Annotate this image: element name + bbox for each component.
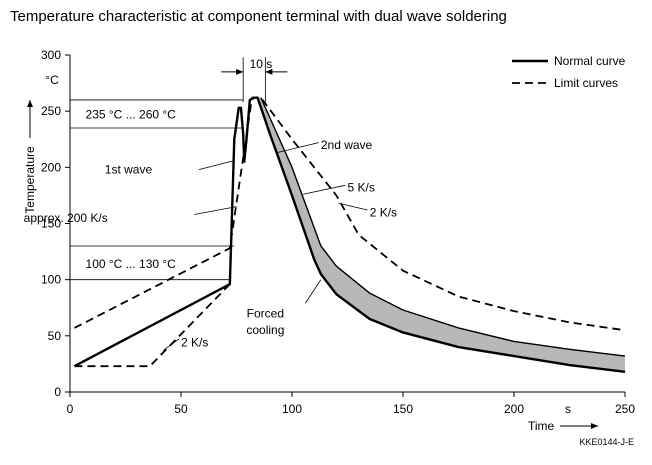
x-tick-label-50: 50 bbox=[174, 402, 188, 416]
annotation-2nd-wave: 2nd wave bbox=[321, 138, 373, 152]
cooling-band-fill bbox=[257, 97, 625, 372]
annotation-cooling: cooling bbox=[246, 323, 284, 337]
annotation-2ks-upper: 2 K/s bbox=[370, 205, 397, 219]
y-tick-label-250: 250 bbox=[41, 104, 61, 118]
annotation-200ks: approx. 200 K/s bbox=[24, 211, 108, 225]
leader-2ks-lower bbox=[163, 338, 180, 351]
x-tick-label-150: 150 bbox=[393, 402, 413, 416]
annotation-2ks-lower: 2 K/s bbox=[181, 336, 208, 350]
y-tick-label-50: 50 bbox=[48, 329, 62, 343]
x-tick-label-200: 200 bbox=[504, 402, 524, 416]
leader-1st-wave bbox=[198, 160, 235, 170]
annotation-5ks: 5 K/s bbox=[348, 181, 375, 195]
boundary-5ks-line bbox=[260, 97, 626, 357]
x-tick-label-250: 250 bbox=[615, 402, 635, 416]
legend-limit-label: Limit curves bbox=[554, 76, 618, 90]
x-tick-label-0: 0 bbox=[67, 402, 74, 416]
y-axis-unit: °C bbox=[45, 73, 59, 87]
y-tick-label-150: 150 bbox=[41, 217, 61, 231]
y-tick-label-300: 300 bbox=[41, 48, 61, 62]
y-tick-label-200: 200 bbox=[41, 160, 61, 174]
x-axis-label: Time bbox=[528, 419, 555, 433]
annotation-235-260: 235 °C ... 260 °C bbox=[86, 108, 177, 122]
leader-5ks bbox=[303, 184, 346, 195]
x-axis-unit: s bbox=[565, 402, 571, 416]
annotation-10s: 10 s bbox=[250, 57, 273, 71]
leader-forced bbox=[304, 279, 322, 304]
leader-2nd-wave bbox=[276, 142, 319, 154]
figure-code: KKE0144-J-E bbox=[579, 437, 634, 447]
y-tick-label-100: 100 bbox=[41, 273, 61, 287]
annotation-100-130: 100 °C ... 130 °C bbox=[86, 257, 177, 271]
y-axis-label: Temperature bbox=[23, 146, 37, 214]
annotation-forced: Forced bbox=[247, 306, 284, 320]
y-tick-label-0: 0 bbox=[54, 385, 61, 399]
leader-200ks bbox=[194, 206, 237, 215]
limit-curve-upper-line bbox=[74, 96, 626, 332]
x-tick-label-100: 100 bbox=[282, 402, 302, 416]
chart-title: Temperature characteristic at component … bbox=[10, 8, 507, 25]
annotation-1st-wave: 1st wave bbox=[105, 163, 153, 177]
legend-normal-label: Normal curve bbox=[554, 54, 626, 68]
leader-2ks-upper bbox=[338, 202, 368, 211]
